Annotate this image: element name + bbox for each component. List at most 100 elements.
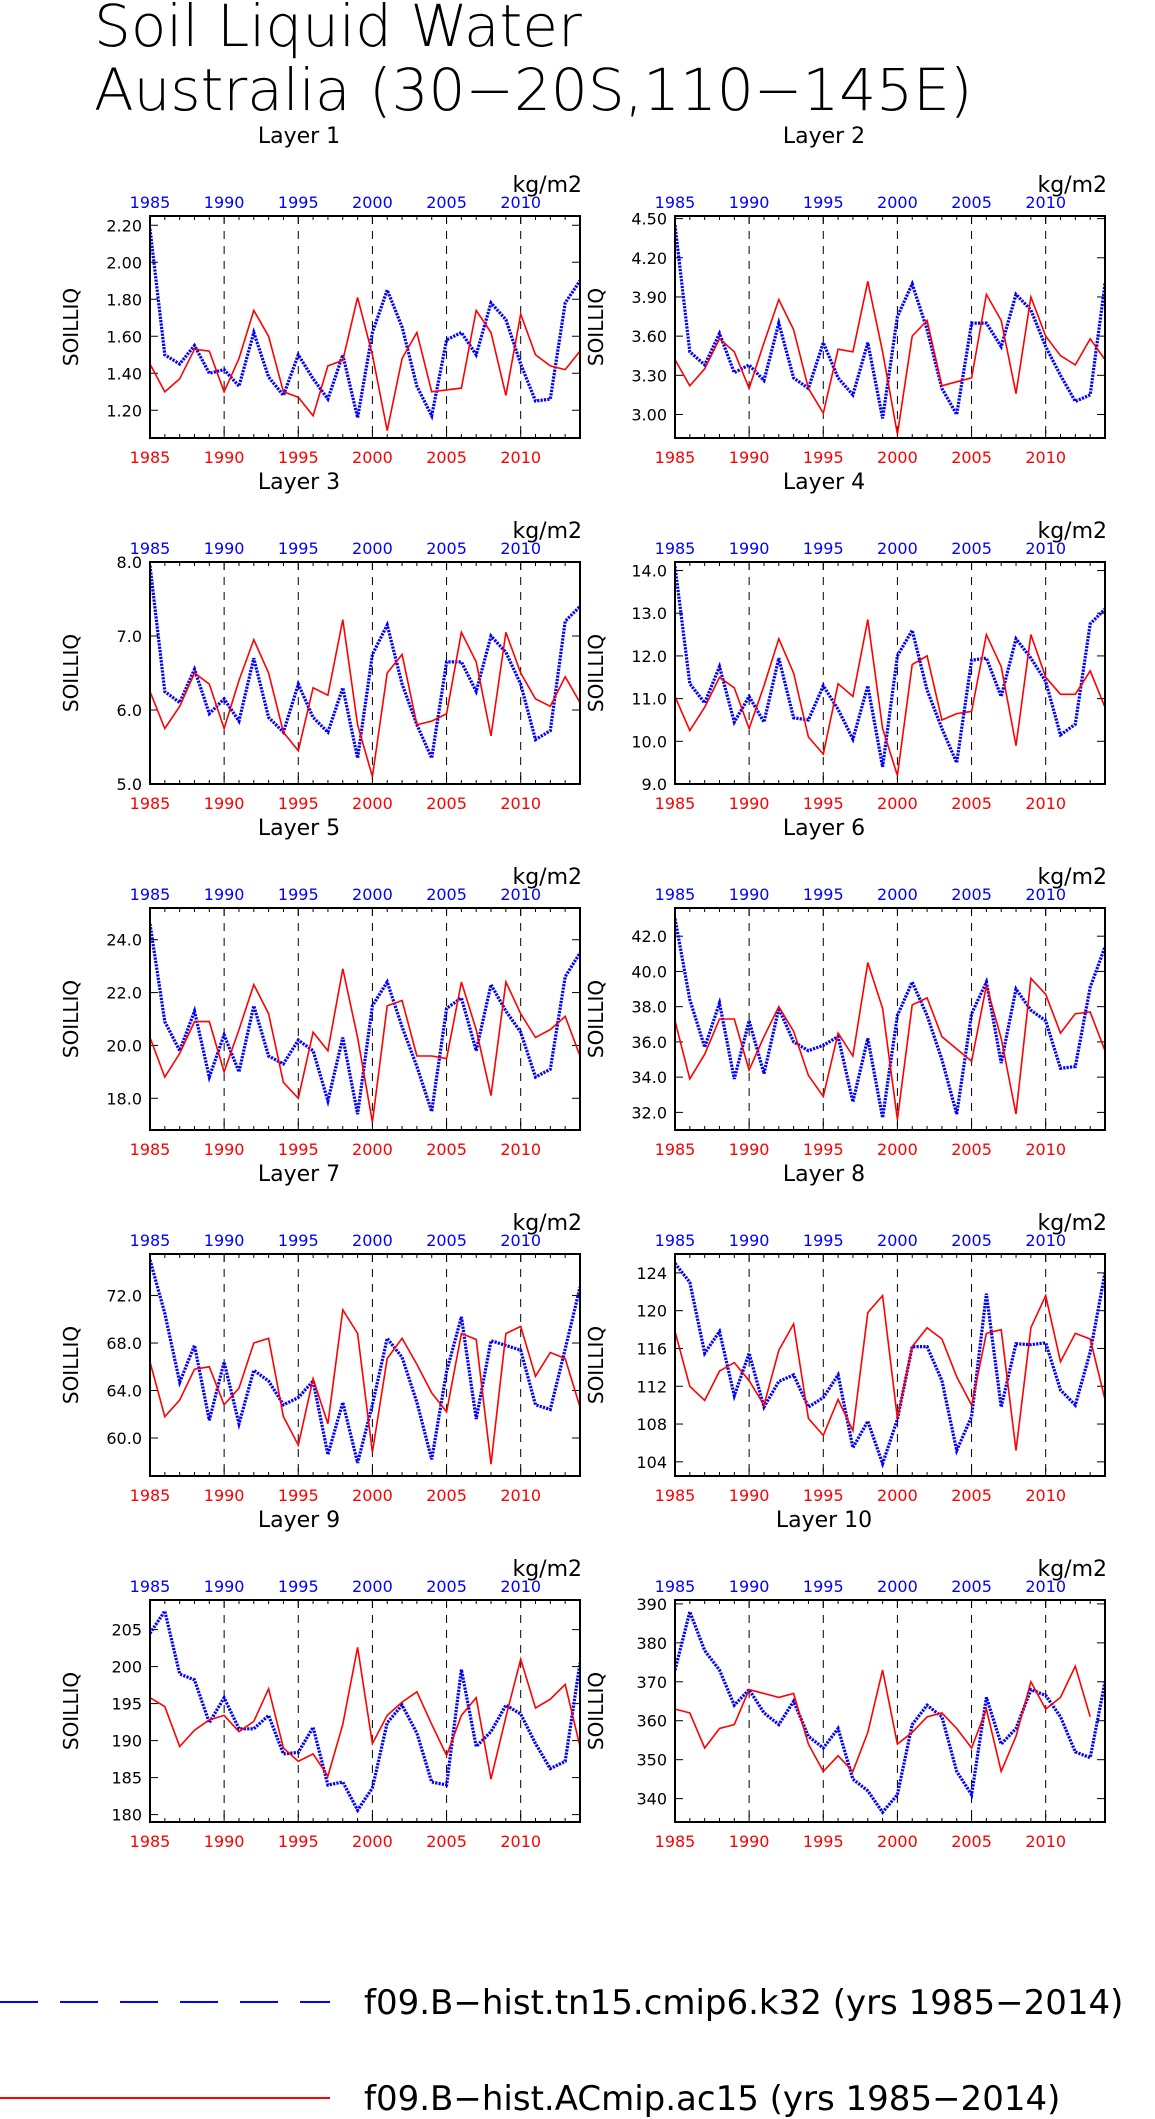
top-tick-label: 2010 [500, 193, 541, 212]
bottom-tick-label: 2010 [500, 794, 541, 813]
bottom-tick-label: 2010 [500, 1140, 541, 1159]
chart-panel-2: Layer 2 kg/m2 1985 1990 1995 2000 2005 2010 1985… [584, 124, 1107, 467]
bottom-tick-label: 2005 [951, 448, 992, 467]
y-tick-label: 124 [636, 1264, 667, 1283]
unit-label: kg/m2 [1037, 519, 1107, 544]
y-tick-label: 42.0 [631, 927, 667, 946]
bottom-tick-label: 2005 [951, 1140, 992, 1159]
y-tick-label: 112 [636, 1377, 667, 1396]
bottom-tick-label: 2010 [1025, 794, 1066, 813]
series-line-blue [150, 1607, 580, 1814]
top-tick-label: 1985 [655, 193, 696, 212]
y-tick-label: 18.0 [106, 1089, 142, 1108]
y-tick-label: 8.0 [117, 553, 142, 572]
panel-title: Layer 5 [258, 816, 340, 841]
y-tick-label: 340 [636, 1790, 667, 1809]
y-tick-label: 72.0 [106, 1287, 142, 1306]
series-line-blue [675, 566, 1105, 769]
plot-frame [149, 561, 581, 785]
y-tick-label: 3.60 [631, 327, 667, 346]
bottom-tick-label: 1995 [803, 448, 844, 467]
bottom-tick-label: 1990 [204, 448, 245, 467]
unit-label: kg/m2 [1037, 1557, 1107, 1582]
top-tick-label: 2005 [426, 1577, 467, 1596]
panel-title: Layer 3 [258, 470, 340, 495]
bottom-tick-label: 2000 [352, 1140, 393, 1159]
y-tick-label: 205 [111, 1621, 142, 1640]
panel-title: Layer 2 [783, 124, 865, 149]
top-tick-label: 1985 [130, 539, 171, 558]
y-axis-label: SOILLIQ [59, 1672, 83, 1750]
top-tick-label: 1995 [803, 1577, 844, 1596]
top-tick-label: 1985 [130, 1577, 171, 1596]
bottom-tick-label: 1990 [729, 1486, 770, 1505]
unit-label: kg/m2 [512, 173, 582, 198]
bottom-tick-label: 2005 [426, 1486, 467, 1505]
y-tick-label: 195 [111, 1695, 142, 1714]
plot-frame [149, 1599, 581, 1823]
y-tick-label: 68.0 [106, 1334, 142, 1353]
bottom-tick-label: 1990 [729, 448, 770, 467]
y-tick-label: 120 [636, 1302, 667, 1321]
panel-title: Layer 7 [258, 1162, 340, 1187]
bottom-tick-label: 2000 [877, 1140, 918, 1159]
series-line-blue [675, 1606, 1105, 1815]
series-line-red [675, 281, 1105, 435]
y-tick-label: 60.0 [106, 1429, 142, 1448]
chart-panel-1: Layer 1 kg/m2 1985 1990 1995 2000 2005 2010 1985… [59, 124, 582, 467]
series-line-red [675, 619, 1105, 776]
top-tick-label: 2010 [500, 1577, 541, 1596]
unit-label: kg/m2 [512, 1211, 582, 1236]
bottom-tick-label: 1985 [130, 1832, 171, 1851]
top-tick-label: 1995 [803, 539, 844, 558]
top-tick-label: 1990 [729, 193, 770, 212]
top-tick-label: 2005 [951, 1577, 992, 1596]
chart-panel-7: Layer 7 kg/m2 1985 1990 1995 2000 2005 2010 1985… [59, 1162, 582, 1505]
top-tick-label: 1990 [729, 885, 770, 904]
plot-frame [674, 1599, 1106, 1823]
bottom-tick-label: 2000 [352, 794, 393, 813]
bottom-tick-label: 2000 [352, 448, 393, 467]
top-tick-label: 1990 [729, 1577, 770, 1596]
top-tick-label: 1985 [655, 885, 696, 904]
unit-label: kg/m2 [1037, 173, 1107, 198]
y-axis-label: SOILLIQ [584, 1672, 608, 1750]
y-axis-label: SOILLIQ [584, 288, 608, 366]
panel-title: Layer 4 [783, 470, 865, 495]
y-axis-label: SOILLIQ [584, 1326, 608, 1404]
plot-frame [674, 1253, 1106, 1477]
bottom-tick-label: 2005 [426, 1832, 467, 1851]
y-tick-label: 180 [111, 1806, 142, 1825]
y-tick-label: 108 [636, 1415, 667, 1434]
y-axis-label: SOILLIQ [59, 980, 83, 1058]
bottom-tick-label: 1985 [130, 1140, 171, 1159]
chart-panel-8: Layer 8 kg/m2 1985 1990 1995 2000 2005 2010 1985… [584, 1162, 1107, 1505]
y-tick-label: 2.00 [106, 253, 142, 272]
bottom-tick-label: 2005 [951, 794, 992, 813]
bottom-tick-label: 2000 [877, 448, 918, 467]
y-axis-label: SOILLIQ [584, 634, 608, 712]
top-tick-label: 1990 [204, 885, 245, 904]
bottom-tick-label: 1995 [278, 448, 319, 467]
bottom-tick-label: 2010 [1025, 1832, 1066, 1851]
bottom-tick-label: 2000 [877, 1832, 918, 1851]
y-tick-label: 12.0 [631, 647, 667, 666]
y-tick-label: 20.0 [106, 1036, 142, 1055]
bottom-tick-label: 1985 [655, 1140, 696, 1159]
y-tick-label: 6.0 [117, 701, 142, 720]
bottom-tick-label: 2010 [1025, 448, 1066, 467]
bottom-tick-label: 1995 [278, 1140, 319, 1159]
y-tick-label: 1.80 [106, 290, 142, 309]
y-tick-label: 4.50 [631, 210, 667, 229]
top-tick-label: 2010 [1025, 1577, 1066, 1596]
series-line-red [675, 1293, 1105, 1451]
panel-title: Layer 10 [776, 1508, 872, 1533]
top-tick-label: 2005 [951, 1231, 992, 1250]
panel-title: Layer 9 [258, 1508, 340, 1533]
y-tick-label: 3.30 [631, 366, 667, 385]
panel-title: Layer 8 [783, 1162, 865, 1187]
bottom-tick-label: 1990 [729, 1832, 770, 1851]
y-tick-label: 380 [636, 1634, 667, 1653]
legend: f09.B−hist.tn15.cmip6.k32 (yrs 1985−2014… [0, 1983, 1123, 2119]
top-tick-label: 1995 [278, 1577, 319, 1596]
